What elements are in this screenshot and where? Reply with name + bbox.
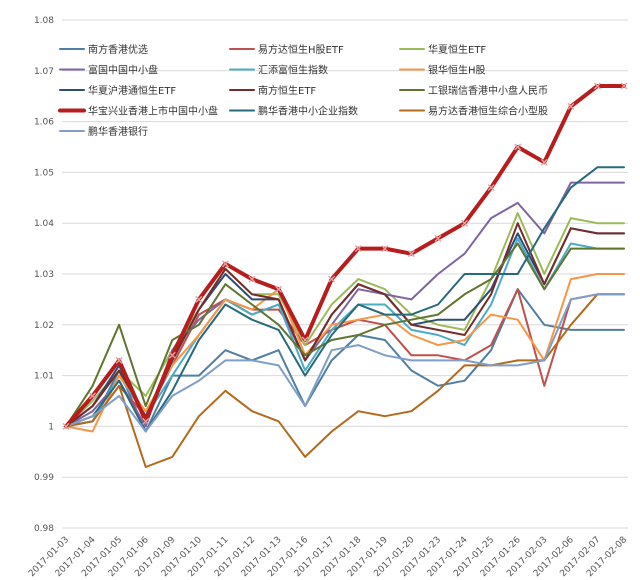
data-point-marker: [328, 275, 336, 283]
legend-item: 银华恒生H股: [399, 64, 486, 77]
data-point-marker: [354, 245, 362, 253]
y-tick-label: 0.98: [34, 524, 54, 534]
legend-label: 华夏沪港通恒生ETF: [88, 84, 176, 97]
legend-item: 华夏恒生ETF: [399, 43, 486, 56]
y-tick-label: 1: [48, 422, 54, 432]
y-tick-label: 1.04: [34, 219, 54, 229]
legend-label: 华宝兴业香港上市中国中小盘: [88, 105, 218, 118]
legend-label: 南方恒生ETF: [258, 84, 316, 97]
y-tick-label: 1.03: [34, 270, 54, 280]
y-tick-label: 1.05: [34, 168, 54, 178]
data-point-marker: [301, 336, 309, 344]
series-line-9: [64, 84, 626, 429]
legend-item: 富国中国中小盘: [59, 64, 158, 77]
y-tick-label: 1.01: [34, 372, 54, 382]
y-tick-label: 1.06: [34, 118, 54, 128]
legend-item: 工银瑞信香港中小盘人民币: [399, 84, 548, 97]
data-point-marker: [168, 351, 176, 359]
legend-label: 汇添富恒生指数: [258, 64, 328, 77]
data-point-marker: [514, 143, 522, 151]
data-point-marker: [221, 260, 229, 268]
data-point-marker: [115, 356, 123, 364]
legend-label: 南方香港优选: [88, 43, 148, 56]
y-tick-label: 1.02: [34, 321, 54, 331]
y-axis-ticks: 0.98 0.99 1 1.01 1.02 1.03 1.04 1.05 1.06 1.07 1.0…: [34, 16, 54, 534]
data-point-marker: [62, 422, 70, 430]
legend-item: 华夏沪港通恒生ETF: [59, 84, 176, 97]
legend-label: 易方达恒生H股ETF: [258, 43, 344, 56]
grid-lines: [62, 19, 628, 529]
legend: 南方香港优选 易方达恒生H股ETF 华夏恒生ETF 富国中国中小盘 汇添富恒生指数 银华恒…: [58, 43, 548, 138]
legend-item: 华宝兴业香港上市中国中小盘: [58, 105, 218, 118]
legend-label: 华夏恒生ETF: [428, 43, 486, 56]
legend-label: 银华恒生H股: [428, 64, 486, 77]
data-point-marker: [620, 82, 628, 90]
y-tick-label: 1.08: [34, 16, 54, 26]
legend-item: 鹏华香港银行: [59, 125, 148, 138]
y-tick-label: 1.07: [34, 67, 54, 77]
series-line-11: [65, 293, 625, 468]
data-point-marker: [461, 219, 469, 227]
legend-label: 富国中国中小盘: [88, 64, 158, 77]
data-point-marker: [434, 234, 442, 242]
legend-label: 鹏华香港中小企业指数: [258, 105, 358, 118]
legend-item: 易方达香港恒生综合小型股: [399, 105, 548, 118]
series-line-4: [65, 237, 625, 428]
series-line-10: [65, 166, 625, 433]
series-lines: [62, 82, 628, 468]
legend-item: 鹏华香港中小企业指数: [229, 105, 358, 118]
data-point-marker: [593, 82, 601, 90]
data-point-marker: [248, 275, 256, 283]
legend-item: 南方香港优选: [59, 43, 148, 56]
legend-label: 工银瑞信香港中小盘人民币: [428, 84, 548, 97]
legend-item: 南方恒生ETF: [229, 84, 316, 97]
data-point-marker: [381, 245, 389, 253]
data-point-marker: [89, 392, 97, 400]
legend-label: 鹏华香港银行: [88, 125, 148, 138]
data-point-marker: [567, 102, 575, 110]
legend-item: 易方达恒生H股ETF: [229, 43, 344, 56]
y-tick-label: 0.99: [34, 473, 54, 483]
series-line-12: [65, 293, 625, 433]
legend-label: 易方达香港恒生综合小型股: [428, 105, 548, 118]
data-point-marker: [195, 295, 203, 303]
data-point-marker: [540, 158, 548, 166]
data-point-marker: [407, 250, 415, 258]
legend-item: 汇添富恒生指数: [229, 64, 328, 77]
data-point-marker: [487, 184, 495, 192]
series-line-8: [65, 242, 625, 428]
data-point-marker: [275, 285, 283, 293]
data-point-marker: [142, 417, 150, 425]
